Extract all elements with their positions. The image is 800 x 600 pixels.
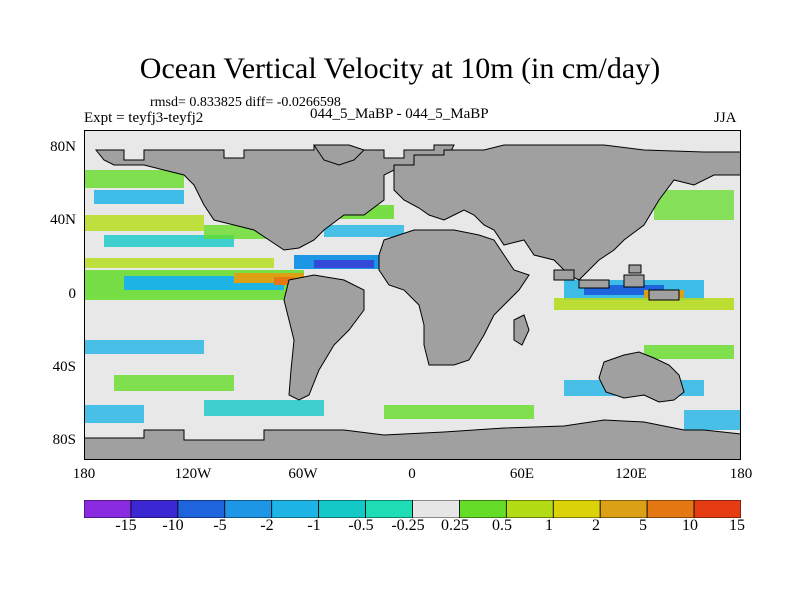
stats-text: rmsd= 0.833825 diff= -0.0266598	[150, 95, 341, 110]
colorbar-box	[412, 500, 460, 518]
colorbar-label: 15	[729, 517, 745, 534]
map-frame	[84, 130, 741, 460]
colorbar-box	[84, 500, 132, 518]
colorbar	[84, 500, 741, 518]
colorbar-label: 1	[545, 517, 553, 534]
colorbar-box	[459, 500, 507, 518]
x-tick-60w: 60W	[288, 466, 318, 482]
colorbar-label: 0.25	[441, 517, 469, 534]
case-label: 044_5_MaBP - 044_5_MaBP	[310, 106, 489, 122]
x-tick-60e: 60E	[509, 466, 535, 482]
x-tick-180w: 180	[72, 466, 96, 482]
x-tick-120w: 120W	[174, 466, 212, 482]
colorbar-label: 2	[592, 517, 600, 534]
x-tick-180e: 180	[729, 466, 753, 482]
colorbar-label: -1	[307, 517, 321, 534]
colorbar-label: 10	[682, 517, 698, 534]
colorbar-box	[552, 500, 601, 518]
experiment-label: Expt = teyfj3-teyfj2	[84, 110, 204, 126]
season-label: JJA	[714, 110, 737, 126]
y-tick-80n: 80N	[50, 139, 76, 155]
colorbar-box	[365, 500, 413, 518]
colorbar-box	[599, 500, 648, 518]
colorbar-box	[271, 500, 320, 518]
figure-title: Ocean Vertical Velocity at 10m (in cm/da…	[139, 52, 661, 85]
x-tick-120e: 120E	[615, 466, 647, 482]
colorbar-box	[505, 500, 554, 518]
colorbar-label: -15	[115, 517, 137, 534]
colorbar-label: 5	[639, 517, 647, 534]
y-tick-80s: 80S	[52, 432, 76, 448]
colorbar-label: -0.5	[348, 517, 374, 534]
colorbar-box	[646, 500, 695, 518]
colorbar-box	[693, 500, 741, 518]
y-tick-40s: 40S	[52, 359, 76, 375]
velocity-map	[84, 130, 741, 460]
colorbar-label: -0.25	[391, 517, 425, 534]
colorbar-label: 0.5	[492, 517, 512, 534]
colorbar-box	[318, 500, 366, 518]
y-tick-40n: 40N	[50, 212, 76, 228]
colorbar-label: -10	[162, 517, 184, 534]
x-tick-0: 0	[408, 466, 416, 482]
colorbar-box	[177, 500, 226, 518]
colorbar-label: -5	[213, 517, 227, 534]
land-masses	[84, 144, 741, 460]
colorbar-label: -2	[260, 517, 274, 534]
y-tick-0: 0	[68, 286, 77, 302]
colorbar-box	[224, 500, 273, 518]
colorbar-box	[130, 500, 179, 518]
